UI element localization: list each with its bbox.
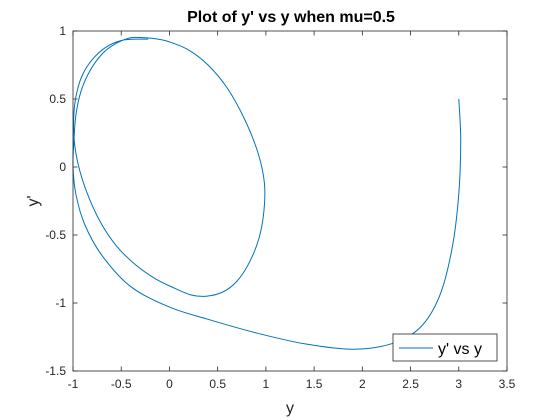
legend-entry-label: y' vs y [438,341,482,358]
x-tick-labels: -1 -0.5 0 0.5 1 1.5 2 2.5 3 3.5 [68,377,516,391]
x-tick-label: 0 [166,377,173,391]
y-tick-label: -1 [55,296,66,310]
y-tick-label: 1 [59,24,66,38]
y-tick-label: 0.5 [49,92,66,106]
y-axis-label: y' [25,195,42,206]
y-tick-label: -1.5 [45,364,66,378]
x-tick-label: 2 [359,377,366,391]
x-tick-label: -0.5 [111,377,132,391]
chart-title: Plot of y' vs y when mu=0.5 [187,9,395,26]
x-tick-label: 1.5 [306,377,323,391]
legend: y' vs y [392,333,498,362]
y-tick-label: 0 [59,160,66,174]
plot-area [73,31,507,371]
x-tick-label: 3 [455,377,462,391]
x-axis-label: y [286,400,294,417]
x-tick-label: 2.5 [402,377,419,391]
series-line-y-prime-vs-y [72,36,462,350]
x-tick-label: 0.5 [209,377,226,391]
axes-box [72,30,508,372]
x-tick-label: 1 [263,377,270,391]
y-tick-labels: -1.5 -1 -0.5 0 0.5 1 [45,24,66,378]
x-tick-label: -1 [68,377,79,391]
y-tick-label: -0.5 [45,228,66,242]
x-tick-label: 3.5 [499,377,516,391]
